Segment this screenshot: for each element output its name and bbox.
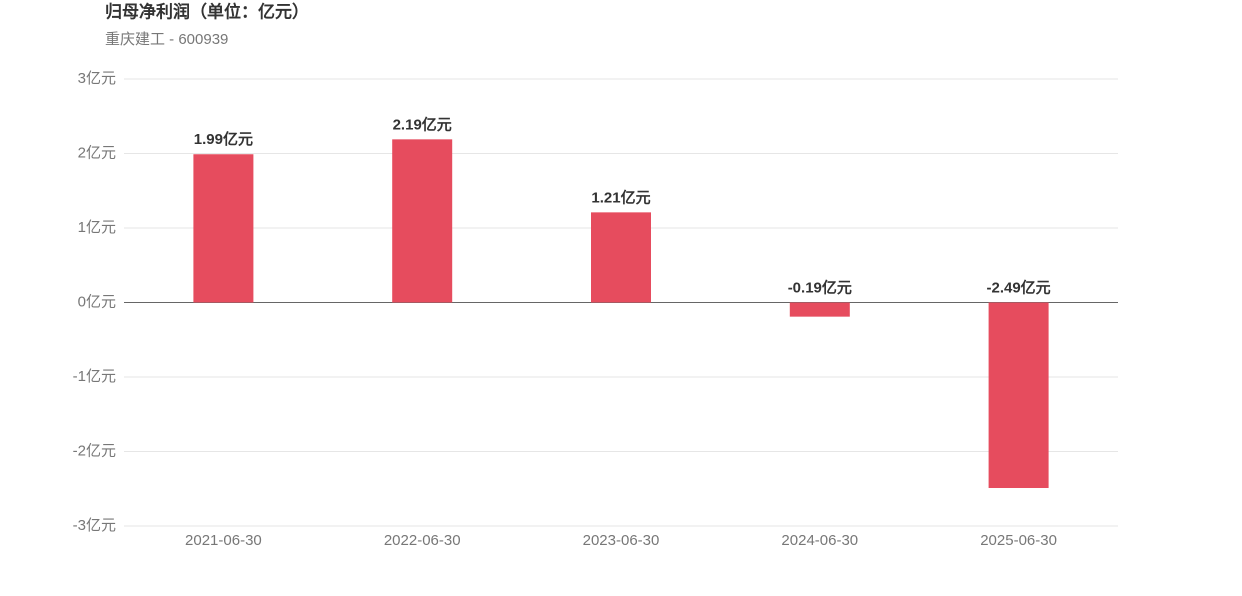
chart-title: 归母净利润（单位：亿元） <box>105 1 309 21</box>
x-tick-label: 2022-06-30 <box>384 532 461 549</box>
value-label: -0.19亿元 <box>788 278 852 296</box>
y-tick-label: 3亿元 <box>78 70 116 87</box>
y-tick-label: -2亿元 <box>73 442 116 459</box>
y-tick-label: 0亿元 <box>78 293 116 310</box>
y-tick-label: -3亿元 <box>73 517 116 534</box>
value-label: 1.21亿元 <box>591 188 650 206</box>
bar <box>193 154 254 303</box>
value-label: -2.49亿元 <box>986 278 1050 296</box>
y-tick-label: 2亿元 <box>78 144 116 161</box>
value-label: 2.19亿元 <box>393 115 452 133</box>
bar <box>392 139 453 303</box>
x-tick-label: 2021-06-30 <box>185 532 262 549</box>
value-label: 1.99亿元 <box>194 130 253 148</box>
x-tick-label: 2023-06-30 <box>583 532 660 549</box>
y-tick-label: 1亿元 <box>78 219 116 236</box>
x-tick-label: 2025-06-30 <box>980 532 1057 549</box>
bar <box>789 302 850 317</box>
y-tick-label: -1亿元 <box>73 368 116 385</box>
bar <box>988 302 1049 489</box>
x-tick-label: 2024-06-30 <box>781 532 858 549</box>
chart-subtitle: 重庆建工 - 600939 <box>105 31 228 48</box>
bar <box>591 212 651 303</box>
